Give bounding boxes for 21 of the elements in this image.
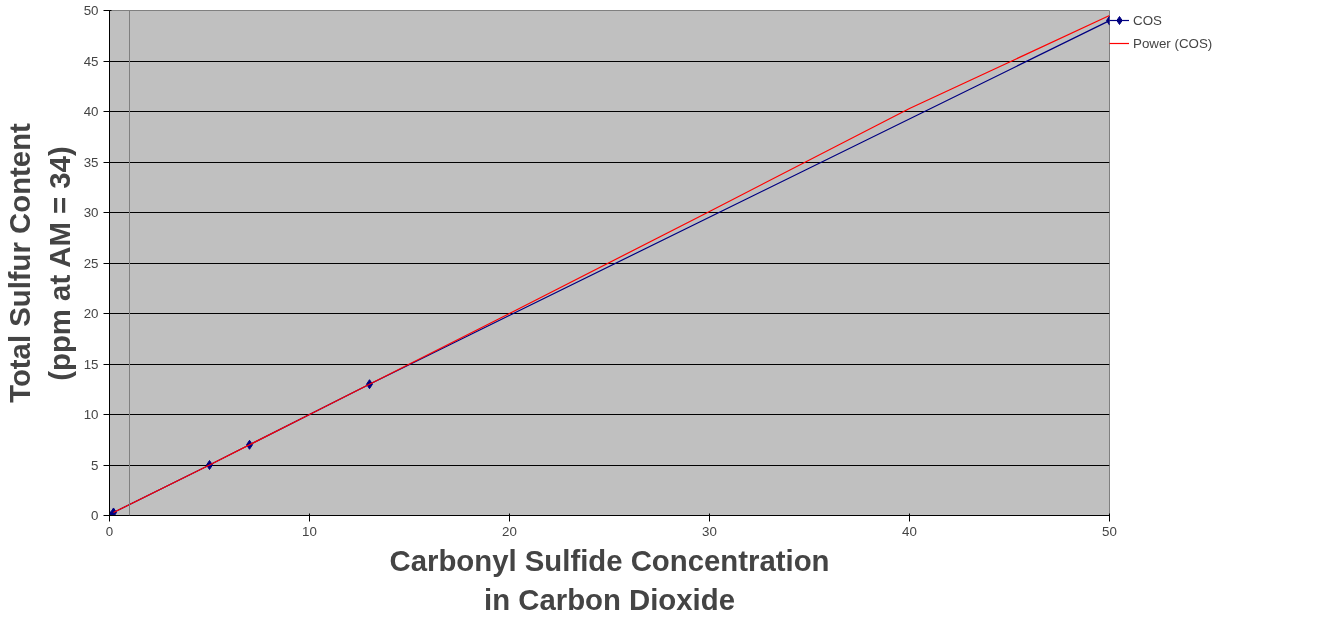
x-tick-label: 50 xyxy=(1102,523,1117,539)
y-tick-label: 0 xyxy=(91,508,99,523)
x-tick-label: 10 xyxy=(302,523,317,539)
y-tick-label: 40 xyxy=(83,104,99,119)
y-tick-label: 25 xyxy=(83,255,99,271)
y-tick-label: 15 xyxy=(83,356,99,372)
x-axis-title: Carbonyl Sulfide Concentration in Carbon Dioxide xyxy=(389,543,830,617)
x-tick-label: 30 xyxy=(702,523,717,539)
y-tick-label: 50 xyxy=(83,3,99,18)
y-tick-label: 35 xyxy=(83,154,99,170)
y-tick-label: 30 xyxy=(83,205,99,220)
y-axis-title: Total Sulfur Content (ppm at AM = 34) xyxy=(3,122,76,403)
x-tick-label: 0 xyxy=(105,523,114,539)
legend-label: Power (COS) xyxy=(1133,35,1213,51)
y-tick-label: 5 xyxy=(91,457,99,473)
legend-label: COS xyxy=(1133,12,1162,28)
x-tick-label: 40 xyxy=(902,523,917,539)
x-tick-label: 20 xyxy=(502,523,517,539)
y-tick-label: 10 xyxy=(83,407,99,422)
y-tick-label: 45 xyxy=(83,53,99,69)
y-tick-label: 20 xyxy=(83,306,99,321)
